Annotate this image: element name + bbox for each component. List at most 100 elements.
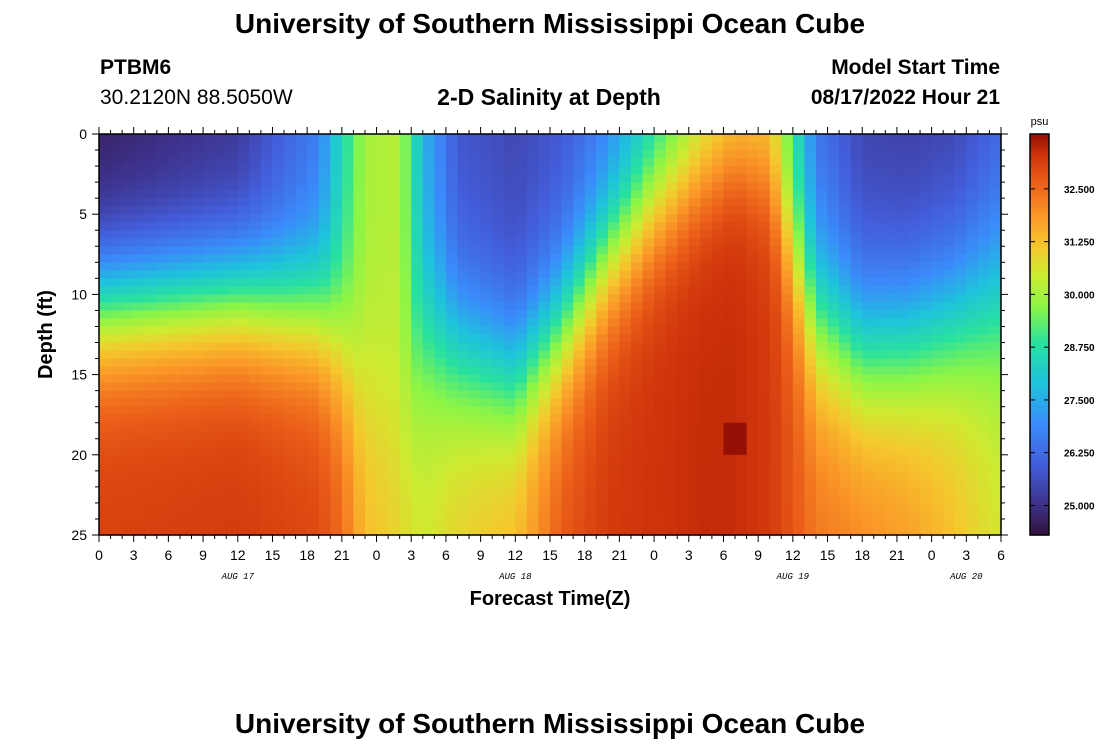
heatmap-cell [862, 246, 875, 255]
heatmap-cell [457, 342, 470, 352]
heatmap-cell [156, 310, 169, 320]
heatmap-cell [989, 350, 1002, 360]
heatmap-cell [746, 470, 759, 480]
heatmap-cell [920, 158, 933, 167]
colorbar-segment [1030, 361, 1049, 366]
heatmap-cell [735, 238, 748, 247]
heatmap-cell [873, 526, 886, 536]
heatmap-cell [503, 238, 516, 247]
heatmap-cell [179, 310, 193, 320]
heatmap-cell [307, 302, 320, 312]
heatmap-cell [677, 302, 690, 312]
heatmap-cell [168, 438, 181, 448]
heatmap-cell [191, 502, 204, 512]
heatmap-cell [399, 430, 412, 440]
heatmap-cell [353, 150, 366, 159]
heatmap-cell [133, 310, 146, 320]
heatmap-cell [388, 254, 401, 263]
heatmap-cell [445, 222, 459, 231]
heatmap-cell [896, 502, 910, 512]
heatmap-cell [966, 214, 979, 223]
heatmap-cell [908, 382, 921, 392]
heatmap-cell [758, 150, 771, 159]
heatmap-cell [307, 342, 320, 352]
heatmap-cell [330, 446, 343, 456]
heatmap-cell [411, 454, 424, 464]
heatmap-cell [931, 326, 944, 336]
heatmap-cell [931, 230, 944, 239]
heatmap-cell [179, 230, 193, 239]
heatmap-cell [596, 310, 609, 320]
heatmap-cell [954, 390, 967, 400]
heatmap-cell [839, 302, 852, 312]
heatmap-cell [133, 270, 146, 279]
heatmap-cell [654, 414, 667, 424]
heatmap-cell [920, 390, 933, 400]
heatmap-cell [954, 446, 967, 456]
heatmap-cell [237, 158, 250, 167]
heatmap-cell [607, 294, 620, 304]
heatmap-cell [492, 150, 505, 159]
heatmap-cell [931, 438, 944, 448]
colorbar-segment [1030, 204, 1049, 209]
heatmap-cell [214, 446, 227, 456]
heatmap-cell [249, 134, 262, 143]
heatmap-cell [688, 166, 701, 175]
heatmap-cell [735, 190, 748, 199]
heatmap-cell [792, 382, 806, 392]
heatmap-cell [700, 414, 713, 424]
heatmap-cell [711, 366, 725, 376]
heatmap-cell [179, 326, 193, 336]
heatmap-cell [758, 254, 771, 263]
heatmap-cell [781, 502, 794, 512]
heatmap-cell [411, 254, 424, 263]
heatmap-cell [445, 254, 459, 263]
heatmap-cell [237, 310, 250, 320]
heatmap-cell [642, 510, 655, 520]
heatmap-cell [411, 174, 424, 183]
heatmap-cell [214, 174, 227, 183]
x-tick-label: 6 [442, 547, 450, 563]
heatmap-cell [295, 422, 308, 432]
heatmap-cell [573, 446, 586, 456]
heatmap-cell [237, 406, 250, 416]
heatmap-cell [480, 462, 493, 472]
heatmap-cell [492, 494, 505, 504]
heatmap-cell [249, 246, 262, 255]
heatmap-cell [654, 398, 667, 408]
heatmap-cell [341, 262, 355, 271]
heatmap-cell [330, 358, 343, 368]
heatmap-cell [318, 438, 331, 448]
heatmap-cell [873, 334, 886, 344]
heatmap-cell [538, 206, 551, 215]
heatmap-cell [700, 142, 713, 151]
heatmap-cell [434, 166, 447, 175]
colorbar-segment [1030, 174, 1049, 179]
heatmap-cell [260, 270, 274, 279]
heatmap-cell [469, 230, 482, 239]
heatmap-cell [307, 518, 320, 528]
heatmap-cell [203, 366, 216, 376]
heatmap-cell [191, 174, 204, 183]
heatmap-cell [179, 350, 193, 360]
heatmap-cell [237, 326, 250, 336]
heatmap-cell [156, 390, 169, 400]
heatmap-cell [480, 478, 493, 488]
heatmap-cell [781, 134, 794, 143]
heatmap-cell [561, 182, 574, 191]
heatmap-cell [318, 302, 331, 312]
heatmap-cell [249, 262, 262, 271]
heatmap-cell [827, 262, 840, 271]
heatmap-cell [457, 310, 470, 320]
heatmap-cell [341, 350, 355, 360]
heatmap-cell [573, 278, 586, 287]
heatmap-cell [920, 262, 933, 271]
heatmap-cell [665, 182, 678, 191]
heatmap-cell [156, 518, 169, 528]
heatmap-cell [850, 438, 863, 448]
heatmap-cell [619, 462, 632, 472]
heatmap-cell [862, 214, 875, 223]
heatmap-cell [110, 222, 123, 231]
heatmap-cell [885, 174, 898, 183]
heatmap-cell [515, 462, 528, 472]
